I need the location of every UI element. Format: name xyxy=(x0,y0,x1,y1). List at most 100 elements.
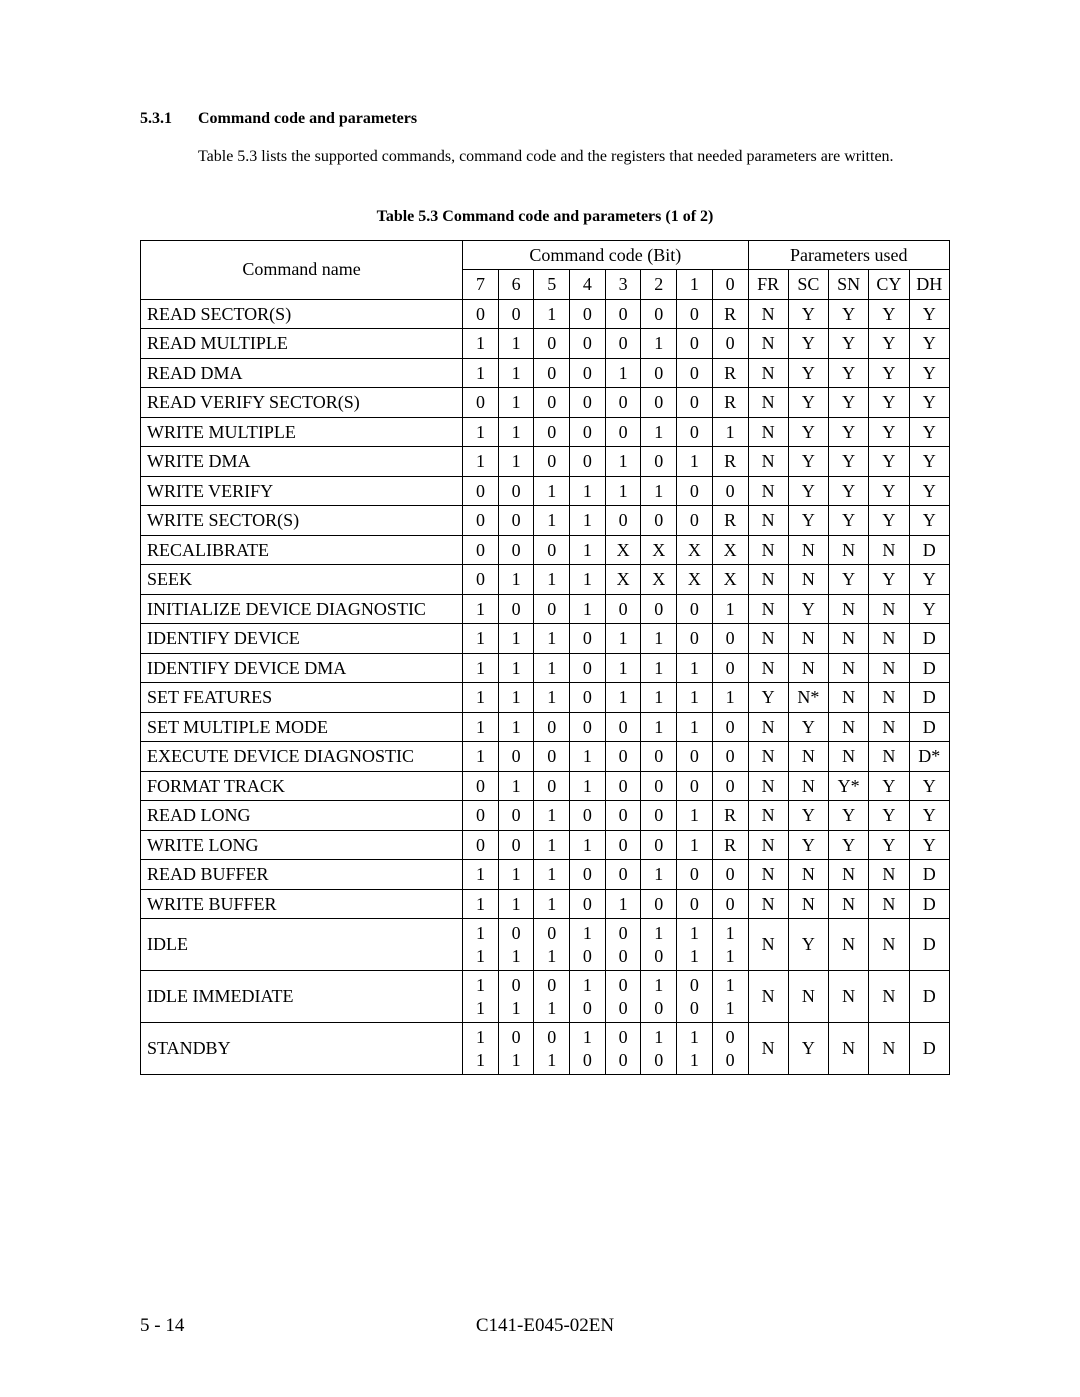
cell-bit: 0 1 xyxy=(498,1023,534,1075)
cell-bit: 0 xyxy=(605,830,641,860)
cell-bit: 0 xyxy=(677,388,713,418)
cell-bit: 0 xyxy=(641,388,677,418)
table-row: FORMAT TRACK01010000NNY*YY xyxy=(141,771,950,801)
cell-bit: 1 xyxy=(605,447,641,477)
cell-bit: 0 xyxy=(534,388,570,418)
cell-param: Y xyxy=(909,565,949,595)
cell-param: N xyxy=(748,889,788,919)
cell-param: N xyxy=(869,971,909,1023)
cell-param: N xyxy=(829,889,869,919)
cell-param: Y xyxy=(909,830,949,860)
cell-bit: 1 xyxy=(463,653,499,683)
cell-command-name: READ VERIFY SECTOR(S) xyxy=(141,388,463,418)
cell-bit: 1 xyxy=(712,417,748,447)
table-row: READ LONG0010001RNYYYY xyxy=(141,801,950,831)
cell-param: D xyxy=(909,889,949,919)
cell-command-name: SET FEATURES xyxy=(141,683,463,713)
cell-bit: 0 xyxy=(641,594,677,624)
cell-bit: X xyxy=(641,565,677,595)
cell-param: Y* xyxy=(829,771,869,801)
cell-param: N xyxy=(788,565,828,595)
command-table: Command name Command code (Bit) Paramete… xyxy=(140,240,950,1076)
cell-bit: 0 xyxy=(677,742,713,772)
footer-center: C141-E045-02EN xyxy=(140,1315,950,1337)
cell-param: Y xyxy=(788,919,828,971)
cell-bit: 1 xyxy=(498,358,534,388)
cell-param: N xyxy=(869,712,909,742)
cell-bit: 0 xyxy=(677,594,713,624)
cell-param: Y xyxy=(788,476,828,506)
cell-param: N xyxy=(869,594,909,624)
cell-param: D xyxy=(909,971,949,1023)
cell-param: N xyxy=(869,919,909,971)
cell-param: Y xyxy=(829,830,869,860)
cell-bit: 0 xyxy=(534,447,570,477)
cell-bit: 0 xyxy=(498,801,534,831)
cell-param: N xyxy=(829,742,869,772)
cell-command-name: READ MULTIPLE xyxy=(141,329,463,359)
cell-bit: 1 xyxy=(605,889,641,919)
intro-paragraph: Table 5.3 lists the supported commands, … xyxy=(198,146,950,168)
cell-param: N xyxy=(829,860,869,890)
cell-bit: 1 xyxy=(463,683,499,713)
cell-bit: 1 xyxy=(534,506,570,536)
cell-bit: 0 xyxy=(498,535,534,565)
cell-param: Y xyxy=(788,447,828,477)
cell-bit: 0 xyxy=(534,329,570,359)
cell-param: Y xyxy=(869,506,909,536)
col-param-fr: FR xyxy=(748,270,788,300)
cell-param: Y xyxy=(869,299,909,329)
cell-param: N xyxy=(788,742,828,772)
cell-param: N xyxy=(869,535,909,565)
cell-bit: 0 xyxy=(605,594,641,624)
cell-bit: 1 1 xyxy=(463,971,499,1023)
col-bit-1: 1 xyxy=(677,270,713,300)
page: { "section_number": "5.3.1", "section_ti… xyxy=(0,0,1080,1397)
cell-bit: R xyxy=(712,801,748,831)
cell-bit: 0 xyxy=(570,329,606,359)
cell-bit: 1 xyxy=(641,476,677,506)
cell-bit: 1 xyxy=(534,299,570,329)
table-row: INITIALIZE DEVICE DIAGNOSTIC10010001NYNN… xyxy=(141,594,950,624)
cell-command-name: INITIALIZE DEVICE DIAGNOSTIC xyxy=(141,594,463,624)
cell-bit: 1 xyxy=(534,801,570,831)
cell-param: Y xyxy=(788,594,828,624)
cell-bit: 0 xyxy=(677,329,713,359)
cell-param: Y xyxy=(869,329,909,359)
cell-bit: 1 xyxy=(498,889,534,919)
cell-param: N xyxy=(748,535,788,565)
cell-param: Y xyxy=(869,447,909,477)
cell-command-name: WRITE LONG xyxy=(141,830,463,860)
cell-param: Y xyxy=(788,299,828,329)
cell-bit: 0 xyxy=(641,506,677,536)
cell-command-name: SET MULTIPLE MODE xyxy=(141,712,463,742)
cell-param: N xyxy=(748,1023,788,1075)
cell-command-name: WRITE BUFFER xyxy=(141,889,463,919)
cell-bit: 1 xyxy=(677,683,713,713)
cell-param: Y xyxy=(909,388,949,418)
cell-bit: 0 0 xyxy=(605,971,641,1023)
cell-command-name: IDLE IMMEDIATE xyxy=(141,971,463,1023)
cell-param: Y xyxy=(829,506,869,536)
cell-bit: 1 xyxy=(641,860,677,890)
cell-param: Y xyxy=(829,565,869,595)
cell-bit: 1 xyxy=(463,712,499,742)
cell-bit: 1 1 xyxy=(463,919,499,971)
col-bit-5: 5 xyxy=(534,270,570,300)
table-row: SEEK0111XXXXNNYYY xyxy=(141,565,950,595)
table-row: WRITE VERIFY00111100NYYYY xyxy=(141,476,950,506)
cell-param: N xyxy=(748,771,788,801)
cell-bit: 1 xyxy=(712,594,748,624)
cell-param: Y xyxy=(869,771,909,801)
cell-bit: 0 xyxy=(605,860,641,890)
cell-param: Y xyxy=(869,565,909,595)
cell-bit: 0 xyxy=(463,535,499,565)
cell-bit: 1 xyxy=(641,712,677,742)
cell-bit: 1 xyxy=(570,742,606,772)
cell-bit: 0 xyxy=(570,299,606,329)
cell-param: N xyxy=(748,971,788,1023)
cell-bit: 0 1 xyxy=(534,919,570,971)
col-bit-3: 3 xyxy=(605,270,641,300)
cell-bit: 1 0 xyxy=(641,971,677,1023)
cell-param: N xyxy=(788,653,828,683)
